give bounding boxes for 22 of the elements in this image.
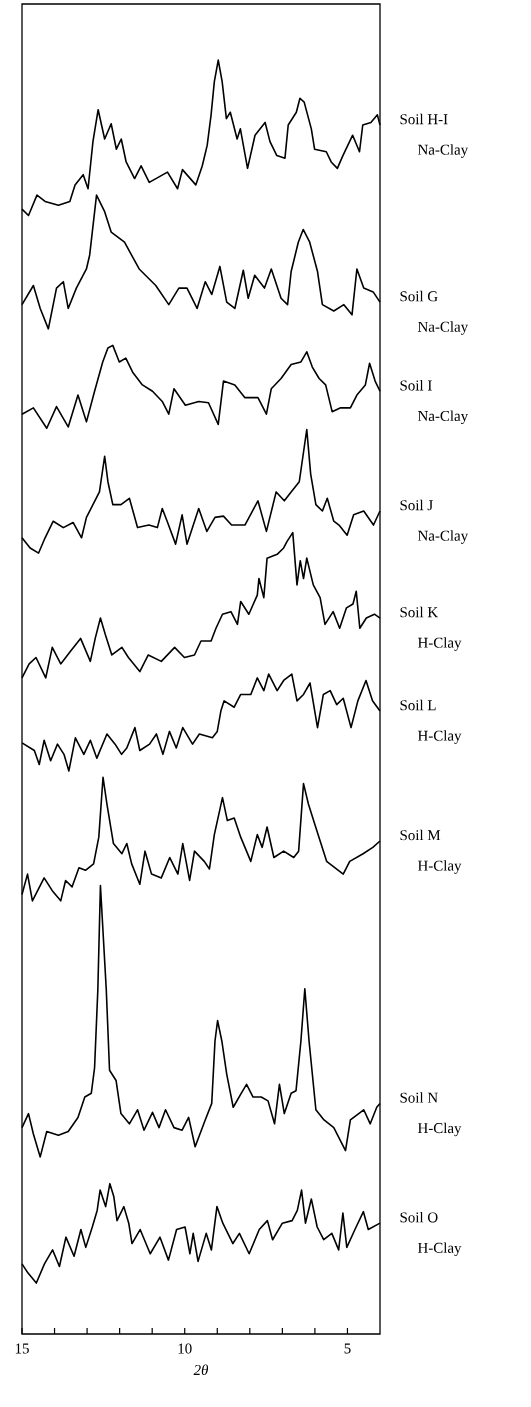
text: H-Clay (417, 637, 462, 651)
series-label: Soil O (400, 1211, 438, 1223)
x-axis-title: 2θ (193, 1364, 209, 1376)
text: Na-Clay (417, 530, 469, 544)
x-tick-label: 5 (344, 1343, 351, 1354)
series-label: Soil N (400, 1092, 438, 1103)
text: H-Clay (417, 1242, 462, 1256)
text: Na-Clay (417, 321, 469, 335)
text: H-Clay (417, 1122, 462, 1137)
series-label: Soil K (400, 606, 438, 618)
series-label: Soil J (400, 499, 433, 511)
series-label: Soil L (400, 699, 436, 711)
text: H-Clay (417, 730, 462, 744)
x-tick-label: 15 (15, 1343, 29, 1354)
text: Na-Clay (417, 144, 469, 158)
text: Na-Clay (417, 410, 469, 425)
series-label: Soil M (400, 829, 441, 841)
x-tick-label: 10 (178, 1343, 192, 1354)
series-label: Soil G (400, 290, 438, 302)
series-label: Soil H-I (400, 113, 448, 125)
text: H-Clay (417, 860, 462, 874)
series-label: Soil I (400, 380, 432, 391)
